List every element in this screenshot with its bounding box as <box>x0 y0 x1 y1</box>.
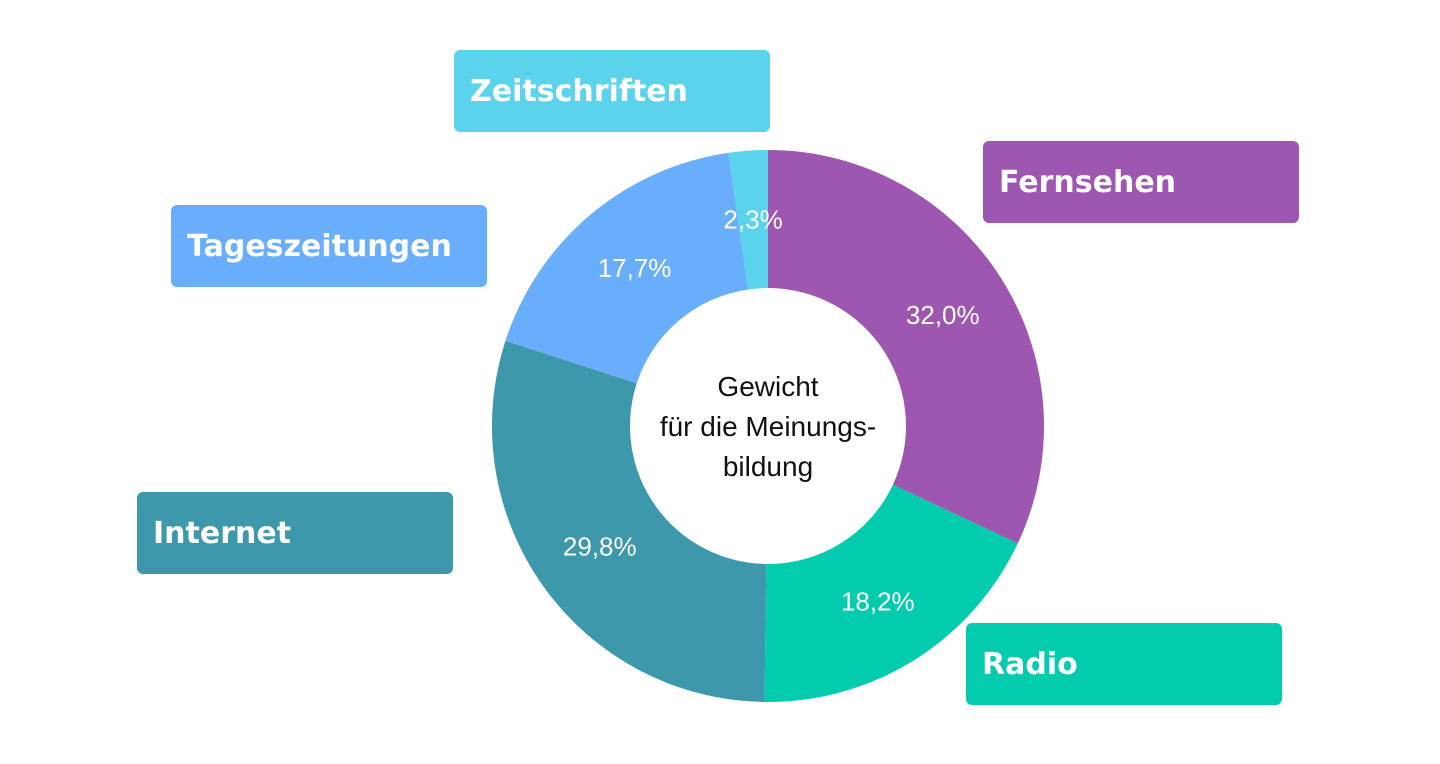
slice-label-internet: 29,8% <box>563 532 637 562</box>
legend-item-fernsehen: Fernsehen <box>983 141 1299 223</box>
legend-item-radio: Radio <box>966 623 1282 705</box>
slice-zeitschriften <box>728 150 768 290</box>
slice-fernsehen <box>768 150 1044 544</box>
center-label-line: bildung <box>723 451 813 482</box>
slice-label-tageszeitungen: 17,7% <box>598 253 672 283</box>
slice-label-fernsehen: 32,0% <box>906 300 980 330</box>
center-label-line: für die Meinungs- <box>660 411 876 442</box>
legend-label-tageszeitungen: Tageszeitungen <box>187 228 452 264</box>
legend-label-zeitschriften: Zeitschriften <box>470 73 688 109</box>
slice-radio <box>764 484 1018 702</box>
center-label-line: Gewicht <box>717 371 818 402</box>
slice-internet <box>491 340 767 702</box>
slice-labels: 32,0% 18,2% 29,8% 17,7% 2,3% <box>563 205 980 617</box>
legend-item-internet: Internet <box>137 492 453 574</box>
donut-slices <box>491 150 1044 702</box>
legend-label-radio: Radio <box>982 646 1078 682</box>
legend-label-fernsehen: Fernsehen <box>999 164 1177 200</box>
slice-label-zeitschriften: 2,3% <box>723 205 782 235</box>
legend-item-zeitschriften: Zeitschriften <box>454 50 770 132</box>
legend-item-tageszeitungen: Tageszeitungen <box>171 205 487 287</box>
center-label: Gewicht für die Meinungs-bildung <box>660 371 876 482</box>
slice-tageszeitungen <box>505 152 749 384</box>
legend-label-internet: Internet <box>153 515 292 551</box>
slice-label-radio: 18,2% <box>841 586 915 616</box>
